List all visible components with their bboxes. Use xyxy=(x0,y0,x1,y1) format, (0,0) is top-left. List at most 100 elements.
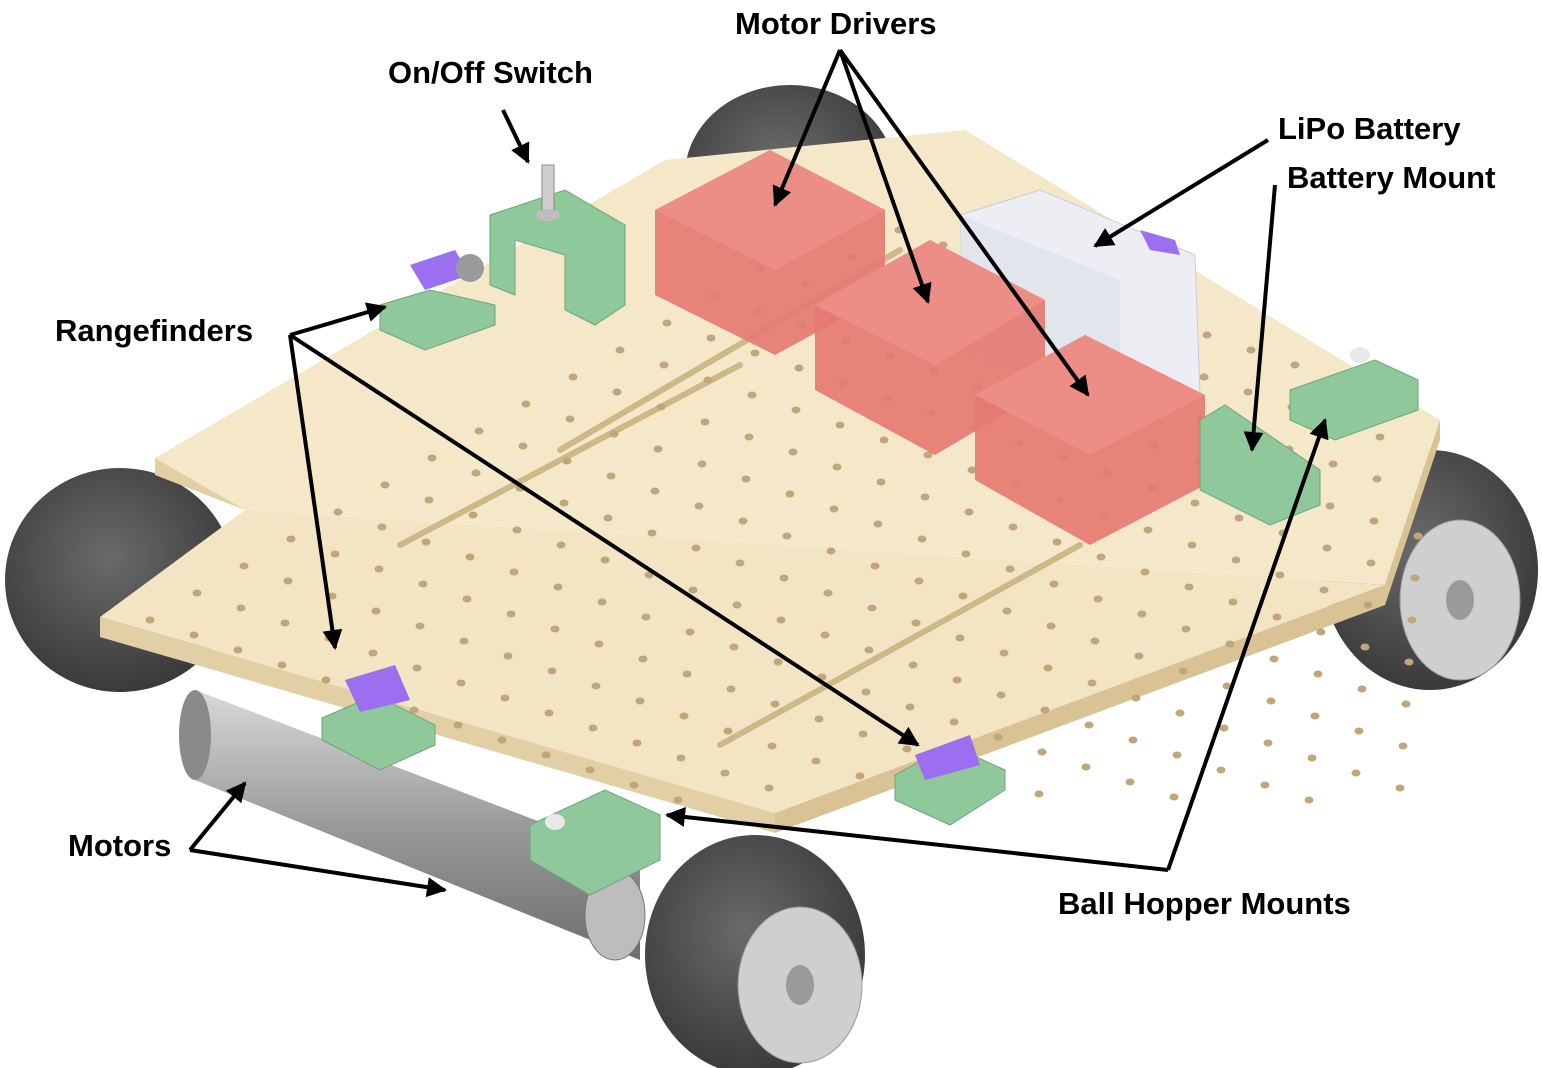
peg-hole xyxy=(1413,532,1423,540)
peg-hole xyxy=(1052,538,1062,546)
peg-hole xyxy=(330,550,340,558)
battery-mount xyxy=(1199,404,1321,526)
peg-hole xyxy=(424,496,434,504)
peg-hole xyxy=(1049,580,1059,588)
peg-hole xyxy=(914,577,924,585)
rangefinder-front-right xyxy=(894,735,1006,826)
peg-hole xyxy=(676,754,686,762)
peg-hole xyxy=(635,697,645,705)
peg-hole xyxy=(377,523,387,531)
peg-hole xyxy=(706,334,716,342)
peg-hole xyxy=(239,562,249,570)
peg-hole xyxy=(682,670,692,678)
peg-hole xyxy=(767,742,777,750)
label-battery-mount: Battery Mount xyxy=(1287,160,1496,195)
peg-hole xyxy=(879,436,889,444)
peg-hole xyxy=(858,730,868,738)
front-wheel xyxy=(645,835,865,1068)
peg-hole xyxy=(741,475,751,483)
peg-hole xyxy=(418,580,428,588)
peg-hole xyxy=(1143,526,1153,534)
peg-hole xyxy=(726,685,736,693)
peg-hole xyxy=(236,604,246,612)
peg-hole xyxy=(456,679,466,687)
label-on-off-switch: On/Off Switch xyxy=(388,55,593,90)
peg-hole xyxy=(1401,700,1411,708)
peg-hole xyxy=(920,493,930,501)
peg-hole xyxy=(764,784,774,792)
peg-hole xyxy=(1225,640,1235,648)
peg-hole xyxy=(1005,565,1015,573)
peg-hole xyxy=(967,466,977,474)
peg-hole xyxy=(776,616,786,624)
rangefinder-back-left xyxy=(379,250,496,351)
peg-hole xyxy=(500,694,510,702)
peg-hole xyxy=(679,712,689,720)
peg-hole xyxy=(820,631,830,639)
peg-hole xyxy=(832,463,842,471)
label-ball-hopper-mounts: Ball Hopper Mounts xyxy=(1058,886,1351,921)
peg-hole xyxy=(518,442,528,450)
peg-hole xyxy=(923,451,933,459)
peg-hole xyxy=(459,637,469,645)
peg-hole xyxy=(565,415,575,423)
peg-hole xyxy=(321,676,331,684)
peg-hole xyxy=(283,577,293,585)
label-motors: Motors xyxy=(68,828,172,863)
peg-hole xyxy=(1172,751,1182,759)
peg-hole xyxy=(1090,637,1100,645)
peg-hole xyxy=(468,511,478,519)
peg-hole xyxy=(1181,625,1191,633)
peg-hole xyxy=(1354,727,1364,735)
peg-hole xyxy=(1175,709,1185,717)
peg-hole xyxy=(585,766,595,774)
label-motor-drivers: Motor Drivers xyxy=(735,6,937,41)
peg-hole xyxy=(503,652,513,660)
peg-hole xyxy=(870,562,880,570)
peg-hole xyxy=(333,508,343,516)
peg-hole xyxy=(1372,475,1382,483)
peg-hole xyxy=(497,736,507,744)
peg-hole xyxy=(1328,460,1338,468)
rangefinder-front-left xyxy=(321,665,436,771)
peg-hole xyxy=(462,595,472,603)
peg-hole xyxy=(1228,598,1238,606)
peg-hole xyxy=(788,448,798,456)
peg-hole xyxy=(993,733,1003,741)
peg-hole xyxy=(999,649,1009,657)
peg-hole xyxy=(729,643,739,651)
peg-hole xyxy=(782,532,792,540)
peg-hole xyxy=(544,709,554,717)
ball-hopper-mount-front xyxy=(529,789,661,896)
peg-hole xyxy=(1304,796,1314,804)
peg-hole xyxy=(1366,559,1376,567)
peg-hole xyxy=(1363,601,1373,609)
peg-hole xyxy=(1325,502,1335,510)
peg-hole xyxy=(615,346,625,354)
peg-hole xyxy=(1125,778,1135,786)
peg-hole xyxy=(694,502,704,510)
peg-hole xyxy=(380,481,390,489)
peg-hole xyxy=(1290,361,1300,369)
peg-hole xyxy=(673,796,683,804)
peg-hole xyxy=(685,628,695,636)
peg-hole xyxy=(1087,679,1097,687)
peg-hole xyxy=(650,487,660,495)
peg-hole xyxy=(1216,766,1226,774)
peg-hole xyxy=(594,640,604,648)
peg-hole xyxy=(600,556,610,564)
peg-hole xyxy=(1243,388,1253,396)
peg-hole xyxy=(738,517,748,525)
peg-hole xyxy=(1008,523,1018,531)
peg-hole xyxy=(280,619,290,627)
peg-hole xyxy=(1219,724,1229,732)
peg-hole xyxy=(1043,664,1053,672)
peg-hole xyxy=(1404,658,1414,666)
peg-hole xyxy=(1260,781,1270,789)
peg-hole xyxy=(1375,433,1385,441)
peg-hole xyxy=(1046,622,1056,630)
peg-hole xyxy=(597,598,607,606)
peg-hole xyxy=(1263,739,1273,747)
peg-hole xyxy=(1269,655,1279,663)
